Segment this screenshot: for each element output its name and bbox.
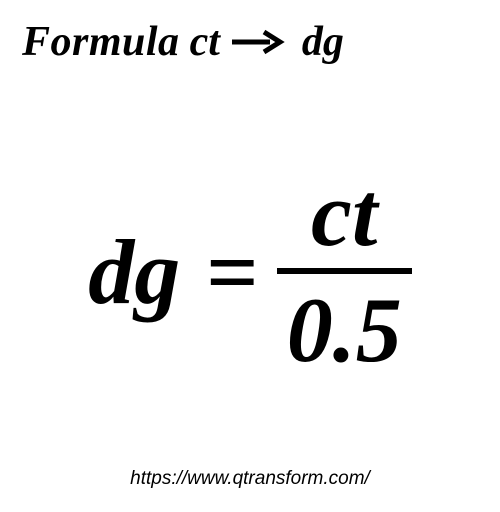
header: Formula ct dg	[22, 18, 344, 66]
arrow-right-icon	[230, 29, 286, 55]
fraction-denominator: 0.5	[277, 274, 412, 376]
header-to-unit: dg	[302, 18, 344, 66]
fraction-numerator: ct	[287, 168, 401, 268]
formula: dg = ct 0.5	[0, 168, 500, 376]
formula-card: Formula ct dg dg = ct 0.5 https://www.qt…	[0, 0, 500, 512]
fraction: ct 0.5	[277, 168, 412, 376]
footer-url: https://www.qtransform.com/	[0, 468, 500, 490]
header-from-unit: ct	[190, 18, 220, 66]
formula-lhs: dg	[88, 226, 180, 318]
header-label: Formula	[22, 18, 180, 66]
equals-sign: =	[206, 226, 258, 318]
